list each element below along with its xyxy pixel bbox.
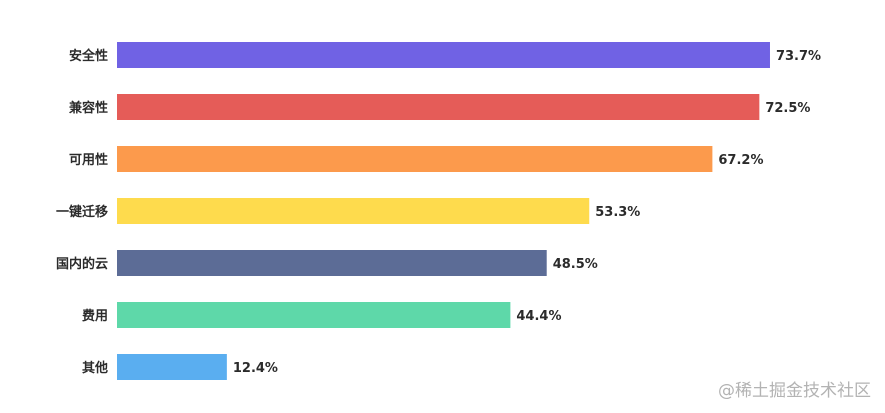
bar: [117, 250, 547, 276]
watermark-text: @稀土掘金技术社区: [718, 381, 871, 401]
bar: [117, 94, 760, 120]
category-label: 兼容性: [69, 100, 108, 116]
value-label: 72.5%: [765, 101, 810, 116]
bar: [117, 354, 227, 380]
value-label: 12.4%: [233, 361, 278, 376]
bar: [117, 146, 713, 172]
category-label: 费用: [82, 308, 108, 324]
value-label: 48.5%: [553, 257, 598, 272]
value-label: 73.7%: [776, 49, 821, 64]
category-label: 国内的云: [56, 256, 108, 272]
category-label: 安全性: [69, 48, 108, 64]
bar: [117, 302, 511, 328]
category-label: 一键迁移: [56, 204, 108, 220]
value-label: 67.2%: [718, 153, 763, 168]
bar: [117, 198, 590, 224]
value-label: 44.4%: [516, 309, 561, 324]
category-label: 其他: [82, 360, 108, 376]
value-label: 53.3%: [595, 205, 640, 220]
category-label: 可用性: [69, 152, 108, 168]
bar: [117, 42, 770, 68]
